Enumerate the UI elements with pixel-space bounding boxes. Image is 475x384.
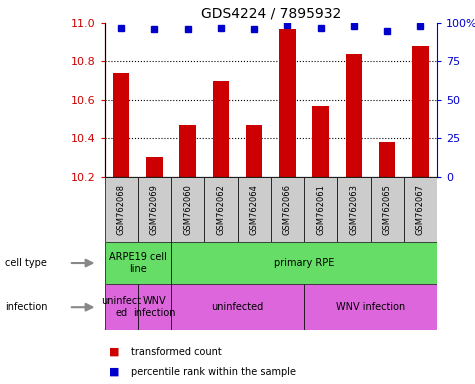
Bar <box>138 284 171 330</box>
Text: ■: ■ <box>109 346 120 357</box>
Text: GSM762062: GSM762062 <box>217 184 225 235</box>
Text: GSM762061: GSM762061 <box>316 184 325 235</box>
Text: transformed count: transformed count <box>131 346 221 357</box>
Bar <box>404 177 437 242</box>
Text: GSM762064: GSM762064 <box>250 184 258 235</box>
Bar <box>104 177 138 242</box>
Bar <box>337 177 370 242</box>
Text: GSM762065: GSM762065 <box>383 184 391 235</box>
Bar <box>370 177 404 242</box>
Title: GDS4224 / 7895932: GDS4224 / 7895932 <box>200 7 341 20</box>
Bar <box>171 242 437 284</box>
Text: GSM762067: GSM762067 <box>416 184 425 235</box>
Bar <box>213 81 229 177</box>
Bar <box>379 142 395 177</box>
Bar <box>180 125 196 177</box>
Text: GSM762069: GSM762069 <box>150 184 159 235</box>
Text: WNV
infection: WNV infection <box>133 296 176 318</box>
Text: infection: infection <box>5 302 47 312</box>
Bar <box>104 284 138 330</box>
Text: uninfect
ed: uninfect ed <box>101 296 141 318</box>
Bar <box>104 242 171 284</box>
Text: percentile rank within the sample: percentile rank within the sample <box>131 366 295 377</box>
Bar <box>304 177 337 242</box>
Bar <box>113 73 129 177</box>
Bar <box>171 284 304 330</box>
Text: GSM762066: GSM762066 <box>283 184 292 235</box>
Bar <box>304 284 437 330</box>
Text: ARPE19 cell
line: ARPE19 cell line <box>109 252 167 274</box>
Bar <box>345 54 362 177</box>
Bar <box>138 177 171 242</box>
Text: uninfected: uninfected <box>211 302 264 312</box>
Text: GSM762060: GSM762060 <box>183 184 192 235</box>
Text: GSM762063: GSM762063 <box>350 184 358 235</box>
Bar <box>246 125 262 177</box>
Bar <box>313 106 329 177</box>
Text: ■: ■ <box>109 366 120 377</box>
Text: GSM762068: GSM762068 <box>117 184 125 235</box>
Bar <box>146 157 162 177</box>
Bar <box>204 177 238 242</box>
Text: primary RPE: primary RPE <box>274 258 334 268</box>
Bar <box>271 177 304 242</box>
Bar <box>279 29 295 177</box>
Text: cell type: cell type <box>5 258 47 268</box>
Bar <box>171 177 204 242</box>
Bar <box>412 46 428 177</box>
Bar <box>238 177 271 242</box>
Text: WNV infection: WNV infection <box>336 302 405 312</box>
